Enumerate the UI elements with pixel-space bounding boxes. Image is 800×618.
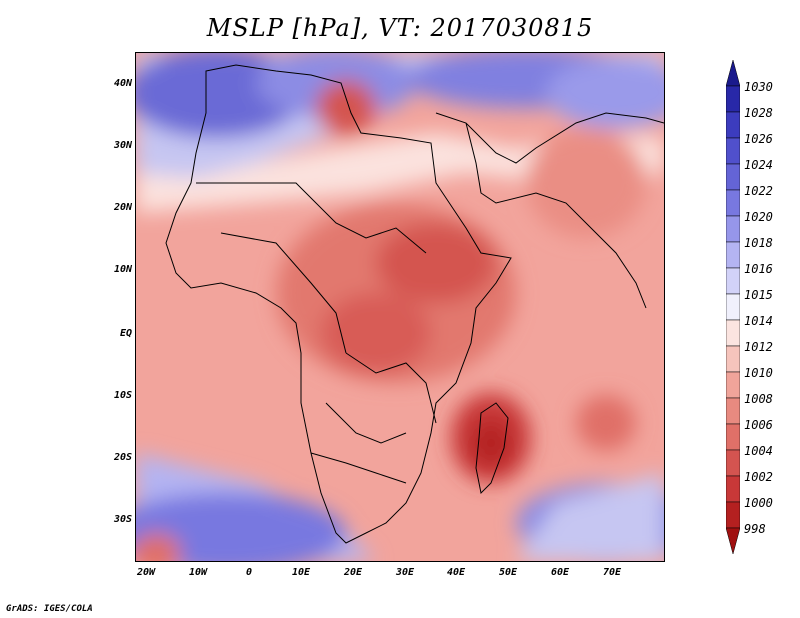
lat-tick-label: 20N — [113, 202, 132, 213]
lon-tick-label: 20W — [136, 567, 156, 578]
colorbar-cell — [726, 60, 740, 87]
colorbar-cell — [726, 423, 740, 451]
lon-tick-label: 0 — [245, 567, 253, 578]
colorbar-label: 1014 — [744, 314, 773, 328]
colorbar-label: 1020 — [744, 210, 773, 224]
colorbar-cell — [726, 371, 740, 399]
colorbar-label: 1018 — [744, 236, 773, 250]
lon-tick-label: 30E — [395, 567, 415, 578]
lon-tick-label: 40E — [446, 567, 466, 578]
colorbar-label: 998 — [744, 522, 766, 536]
colorbar-cell — [726, 293, 740, 321]
colorbar-label: 1006 — [744, 418, 773, 432]
lat-tick-label: 40N — [113, 78, 132, 89]
colorbar-label: 1002 — [744, 470, 773, 484]
colorbar-label: 1008 — [744, 392, 773, 406]
colorbar-label: 1022 — [744, 184, 773, 198]
colorbar-cell — [726, 267, 740, 295]
colorbar-cell — [726, 241, 740, 269]
lat-tick-label: 10S — [113, 390, 132, 401]
colorbar-cell — [726, 527, 740, 555]
colorbar-cell — [726, 163, 740, 191]
colorbar-label: 1030 — [744, 80, 773, 94]
colorbar-cell — [726, 215, 740, 243]
lon-tick-label: 20E — [343, 567, 363, 578]
lat-tick-label: 10N — [113, 264, 132, 275]
credit-text: GrADS: IGES/COLA — [6, 604, 93, 614]
colorbar-label: 1015 — [744, 288, 773, 302]
colorbar-cell — [726, 189, 740, 217]
pressure-field — [136, 53, 664, 561]
colorbar-cell — [726, 449, 740, 477]
colorbar-cell — [726, 501, 740, 529]
lat-tick-label: 30N — [113, 140, 132, 151]
colorbar-label: 1016 — [744, 262, 773, 276]
coastlines — [165, 64, 664, 544]
colorbar — [726, 60, 740, 555]
lon-tick-label: 70E — [602, 567, 622, 578]
colorbar-cell — [726, 345, 740, 373]
colorbar-cell — [726, 475, 740, 503]
colorbar-cell — [726, 137, 740, 165]
colorbar-label: 1010 — [744, 366, 773, 380]
colorbar-cell — [726, 397, 740, 425]
lat-tick-label: EQ — [119, 328, 132, 339]
colorbar-cell — [726, 111, 740, 139]
colorbar-label: 1024 — [744, 158, 773, 172]
colorbar-label: 1028 — [744, 106, 773, 120]
colorbar-cell — [726, 85, 740, 113]
lon-tick-label: 60E — [550, 567, 570, 578]
colorbar-label: 1026 — [744, 132, 773, 146]
map-title: MSLP [hPa], VT: 2017030815 — [206, 14, 594, 42]
lon-tick-label: 10E — [291, 567, 311, 578]
colorbar-cell — [726, 319, 740, 347]
lon-tick-label: 10W — [188, 567, 208, 578]
mslp-map-plot — [135, 52, 665, 562]
colorbar-label: 1000 — [744, 496, 773, 510]
colorbar-label: 1004 — [744, 444, 773, 458]
lon-tick-label: 50E — [498, 567, 518, 578]
lat-tick-label: 20S — [113, 452, 132, 463]
colorbar-label: 1012 — [744, 340, 773, 354]
lat-tick-label: 30S — [113, 514, 132, 525]
